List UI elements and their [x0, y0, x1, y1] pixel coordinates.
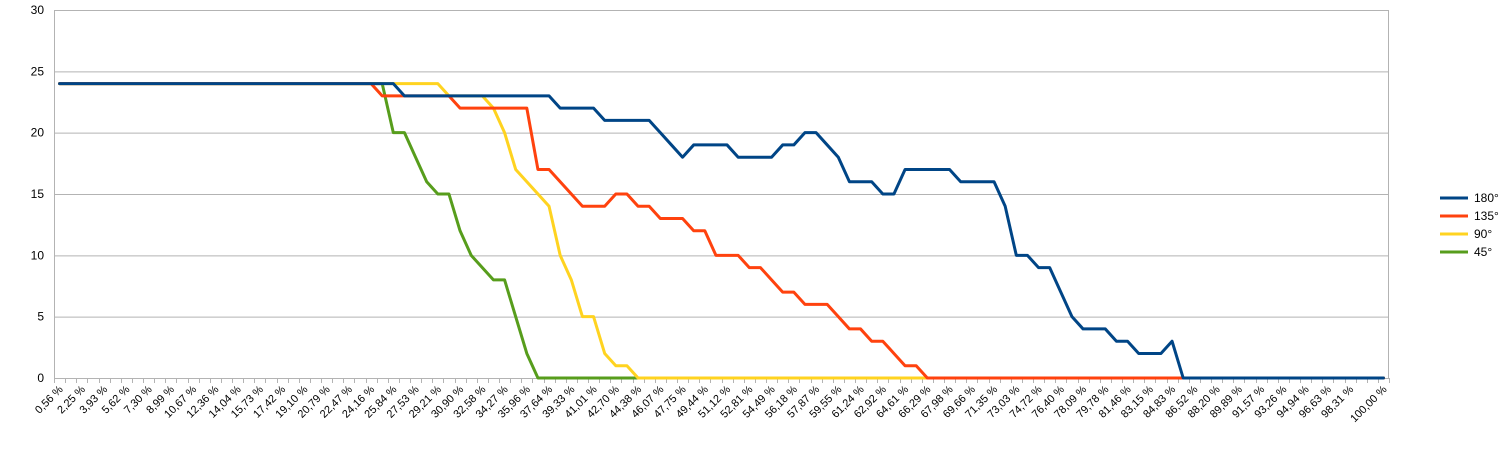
- legend-item: 180°: [1440, 191, 1499, 205]
- legend: 180° 135° 90° 45°: [1440, 191, 1499, 259]
- legend-item: 135°: [1440, 209, 1499, 223]
- y-tick-label: 10: [31, 248, 45, 262]
- y-tick-label: 5: [37, 310, 44, 324]
- legend-label: 180°: [1474, 191, 1499, 205]
- y-tick-label: 20: [31, 126, 45, 140]
- y-axis: 0 5 10 15 20 25 30: [31, 3, 45, 385]
- series-line-135: [58, 82, 1385, 380]
- series-lines: [58, 82, 1385, 380]
- x-axis: 0,56 %2,25 %3,93 %5,62 %7,30 %8,99 %10,6…: [33, 378, 1390, 425]
- legend-label: 90°: [1474, 227, 1492, 241]
- legend-label: 135°: [1474, 209, 1499, 223]
- legend-item: 90°: [1440, 227, 1492, 241]
- legend-item: 45°: [1440, 245, 1492, 259]
- y-tick-label: 0: [37, 371, 44, 385]
- series-line-45: [58, 82, 1385, 380]
- y-tick-label: 25: [31, 64, 45, 78]
- series-line-90: [58, 82, 1385, 380]
- series-line-180: [58, 82, 1385, 380]
- y-tick-label: 15: [31, 187, 45, 201]
- y-tick-label: 30: [31, 3, 45, 17]
- x-tick-label: 100,00 %: [1348, 383, 1390, 425]
- legend-label: 45°: [1474, 245, 1492, 259]
- grid: [54, 10, 1389, 383]
